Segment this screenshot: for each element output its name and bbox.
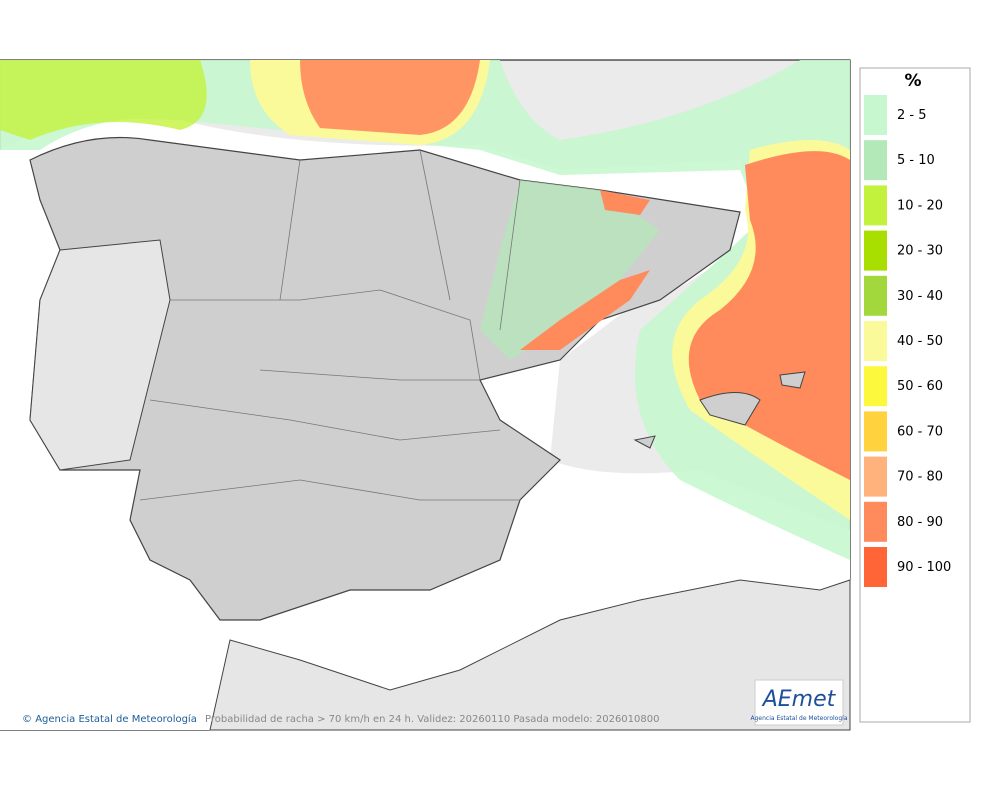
- legend-swatch: [864, 185, 887, 226]
- legend-swatch: [864, 140, 887, 181]
- legend-swatch: [864, 366, 887, 407]
- legend-swatch: [864, 275, 887, 316]
- legend-label: 90 - 100: [897, 560, 951, 575]
- shade: [300, 60, 480, 135]
- legend-title: %: [904, 71, 921, 91]
- legend-label: 2 - 5: [897, 108, 927, 123]
- legend-label: 10 - 20: [897, 198, 943, 213]
- legend-swatch: [864, 321, 887, 361]
- legend-label: 70 - 80: [897, 470, 943, 485]
- logo: AEmet Agencia Estatal de Meteorología: [751, 679, 848, 726]
- land-portugal: [29, 239, 171, 471]
- legend-label: 30 - 40: [897, 289, 943, 304]
- legend-swatch: [864, 411, 887, 452]
- logo-box: [754, 679, 844, 726]
- legend-label: 60 - 70: [897, 424, 943, 439]
- legend-label: 80 - 90: [897, 515, 943, 530]
- land-africa: [209, 579, 851, 731]
- shade: [520, 190, 650, 350]
- land-islands: [633, 371, 806, 449]
- legend-swatch: [864, 95, 887, 135]
- legend-label: 40 - 50: [897, 334, 943, 349]
- shade: [480, 180, 660, 360]
- legend-label: 50 - 60: [897, 379, 943, 394]
- caption: Probabilidad de racha > 70 km/h en 24 h.…: [205, 714, 659, 725]
- legend-swatch: [864, 547, 887, 587]
- credit-text: Agencia Estatal de Meteorología: [35, 713, 197, 725]
- legend-label: 20 - 30: [897, 244, 943, 259]
- logo-mark: AEmet: [761, 687, 837, 712]
- legend-label: 5 - 10: [897, 153, 935, 168]
- legend: % 2 - 5 5 - 10 10 - 20 20 - 30 30 - 40 40 - 5…: [859, 67, 971, 723]
- logo-text: Agencia Estatal de Meteorología: [751, 715, 848, 722]
- credit: © Agencia Estatal de Meteorología: [22, 713, 197, 725]
- legend-swatch: [864, 230, 887, 271]
- map: [0, 59, 851, 731]
- shade: [0, 60, 207, 140]
- borders: [139, 149, 521, 501]
- legend-swatch: [864, 456, 887, 497]
- legend-swatch: [864, 501, 887, 542]
